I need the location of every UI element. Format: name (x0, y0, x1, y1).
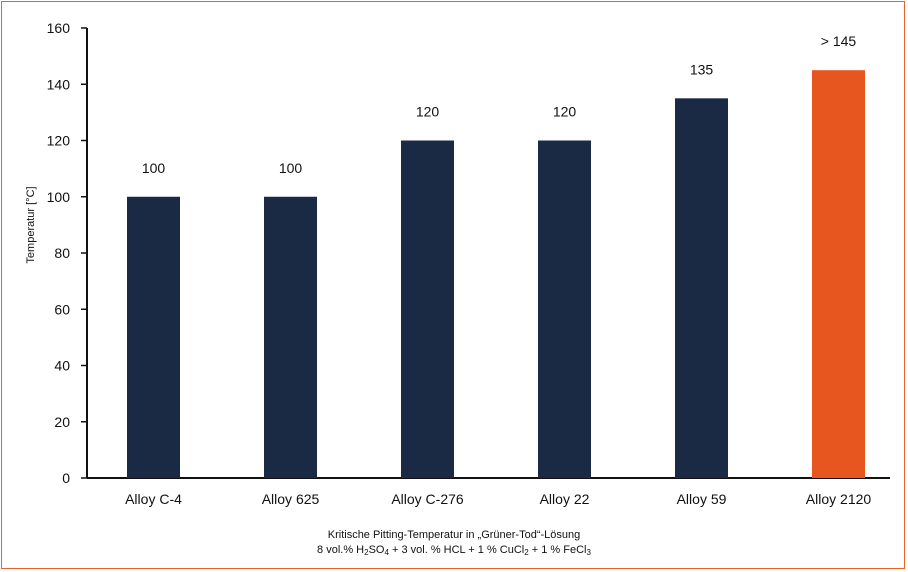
y-tick-label: 60 (54, 301, 70, 317)
x-tick-label: Alloy 22 (540, 491, 590, 507)
bar (812, 70, 865, 478)
chart-caption-line2: 8 vol.% H2SO4 + 3 vol. % HCL + 1 % CuCl2… (0, 543, 908, 560)
caption-part: 8 vol.% H (317, 544, 365, 556)
caption-part: + 1 % FeCl (528, 544, 587, 556)
x-tick-label: Alloy 2120 (806, 491, 872, 507)
caption-part: + 3 vol. % HCL + 1 % CuCl (388, 544, 525, 556)
y-tick-label: 160 (47, 20, 71, 36)
y-tick-label: 40 (54, 358, 70, 374)
y-tick-label: 140 (47, 76, 71, 92)
data-label: 100 (279, 160, 303, 176)
data-label: 120 (416, 104, 440, 120)
x-tick-label: Alloy 625 (262, 491, 320, 507)
caption-subscript: 2 (364, 548, 369, 557)
bar (127, 196, 180, 478)
bar (401, 140, 454, 478)
data-label: 135 (690, 61, 714, 77)
caption-subscript: 2 (524, 548, 529, 557)
y-tick-label: 20 (54, 414, 70, 430)
x-tick-label: Alloy C-4 (125, 491, 182, 507)
bar-chart: 0 20 40 60 80 100 120 140 160 100 100 120 120 135 > 1… (25, 20, 890, 507)
data-label: 120 (553, 104, 577, 120)
caption-part: SO (368, 544, 385, 556)
bars (127, 70, 865, 478)
data-label: > 145 (821, 33, 857, 49)
chart-caption-line1: Kritische Pitting-Temperatur in „Grüner-… (327, 529, 581, 541)
y-axis: 0 20 40 60 80 100 120 140 160 (47, 20, 890, 486)
x-tick-label: Alloy C-276 (391, 491, 464, 507)
data-label: 100 (142, 160, 166, 176)
x-axis-categories: Alloy C-4 Alloy 625 Alloy C-276 Alloy 22 All… (125, 491, 871, 507)
y-axis-title: Temperatur [°C] (25, 186, 37, 263)
data-labels: 100 100 120 120 135 > 145 (142, 33, 857, 176)
y-tick-label: 80 (54, 245, 70, 261)
x-tick-label: Alloy 59 (677, 491, 727, 507)
bar (264, 196, 317, 478)
y-tick-label: 0 (62, 470, 70, 486)
caption-subscript: 4 (384, 548, 389, 557)
bar (538, 140, 591, 478)
caption-subscript: 3 (586, 548, 591, 557)
bar (675, 98, 728, 478)
y-tick-label: 120 (47, 133, 71, 149)
y-tick-label: 100 (47, 189, 71, 205)
